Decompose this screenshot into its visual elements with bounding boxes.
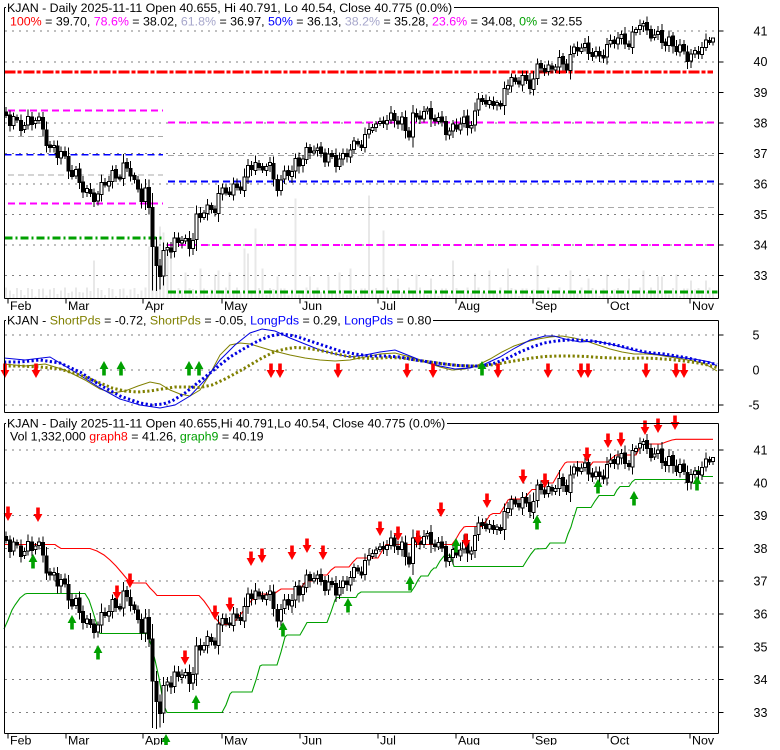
svg-text:40: 40 — [754, 476, 768, 490]
svg-text:Sep: Sep — [535, 299, 557, 313]
svg-text:-5: -5 — [748, 399, 759, 413]
svg-text:41: 41 — [754, 444, 768, 458]
svg-text:33: 33 — [754, 269, 768, 283]
svg-text:Vol 1,332,000 graph8 = 41.26,: Vol 1,332,000 graph8 = 41.26, graph9 = 4… — [10, 430, 264, 444]
svg-text:36: 36 — [754, 177, 768, 191]
svg-text:39: 39 — [754, 509, 768, 523]
svg-text:Jun: Jun — [302, 299, 322, 313]
svg-text:Nov: Nov — [692, 299, 715, 313]
svg-text:Jul: Jul — [380, 734, 396, 746]
svg-text:KJAN - ShortPds = -0.72, Short: KJAN - ShortPds = -0.72, ShortPds = -0.0… — [7, 314, 431, 328]
svg-text:Mar: Mar — [68, 299, 89, 313]
svg-text:0: 0 — [753, 364, 760, 378]
svg-text:41: 41 — [754, 25, 768, 39]
svg-text:100% = 39.70, 78.6% = 38.02, 6: 100% = 39.70, 78.6% = 38.02, 61.8% = 36.… — [10, 15, 582, 29]
svg-text:39: 39 — [754, 86, 768, 100]
svg-text:KJAN - Daily 2025-11-11 Open 4: KJAN - Daily 2025-11-11 Open 40.655,Hi 4… — [7, 417, 445, 431]
svg-text:34: 34 — [754, 239, 768, 253]
svg-text:Apr: Apr — [145, 299, 164, 313]
svg-text:34: 34 — [754, 673, 768, 687]
svg-text:Oct: Oct — [610, 734, 630, 746]
svg-text:May: May — [224, 734, 248, 746]
svg-text:37: 37 — [754, 147, 768, 161]
svg-text:Aug: Aug — [458, 299, 480, 313]
svg-text:Apr: Apr — [145, 734, 164, 746]
svg-text:36: 36 — [754, 608, 768, 622]
svg-text:35: 35 — [754, 208, 768, 222]
svg-text:Jun: Jun — [302, 734, 322, 746]
svg-text:Nov: Nov — [692, 734, 715, 746]
svg-text:37: 37 — [754, 575, 768, 589]
svg-text:Feb: Feb — [10, 734, 31, 746]
svg-text:KJAN - Daily 2025-11-11 Open 4: KJAN - Daily 2025-11-11 Open 40.655, Hi … — [7, 1, 452, 15]
svg-text:33: 33 — [754, 706, 768, 720]
svg-text:5: 5 — [753, 329, 760, 343]
svg-text:Aug: Aug — [458, 734, 480, 746]
svg-text:40: 40 — [754, 55, 768, 69]
svg-text:May: May — [224, 299, 248, 313]
svg-text:38: 38 — [754, 542, 768, 556]
svg-text:Jul: Jul — [380, 299, 396, 313]
svg-text:38: 38 — [754, 116, 768, 130]
svg-text:Feb: Feb — [10, 299, 31, 313]
svg-text:Oct: Oct — [610, 299, 630, 313]
svg-text:Mar: Mar — [68, 734, 89, 746]
svg-text:35: 35 — [754, 640, 768, 654]
svg-text:Sep: Sep — [535, 734, 557, 746]
